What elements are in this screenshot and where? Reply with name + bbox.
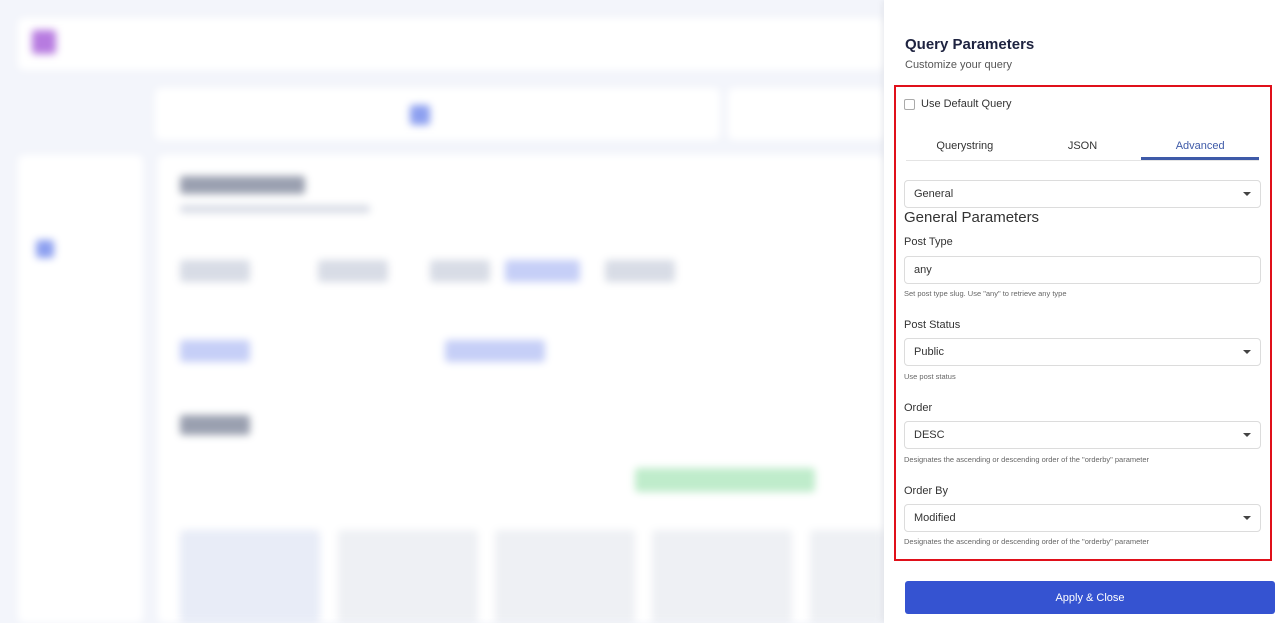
caret-down-icon: [1243, 433, 1251, 437]
caret-down-icon: [1243, 516, 1251, 520]
panel-title: Query Parameters: [905, 36, 1035, 53]
order-by-select[interactable]: Modified: [904, 504, 1261, 532]
order-label: Order: [904, 402, 933, 414]
tab-json[interactable]: JSON: [1067, 140, 1098, 152]
order-by-label: Order By: [904, 485, 949, 497]
order-select[interactable]: DESC: [904, 421, 1261, 449]
panel-subtitle: Customize your query: [905, 59, 1012, 71]
post-status-select[interactable]: Public: [904, 338, 1261, 366]
apply-close-button[interactable]: Apply & Close: [905, 581, 1275, 614]
highlight-frame: [894, 85, 1272, 561]
order-help: Designates the ascending or descending o…: [904, 455, 1150, 464]
post-status-label: Post Status: [904, 319, 961, 331]
query-tabs: Querystring JSON Advanced: [906, 133, 1260, 161]
tab-querystring[interactable]: Querystring: [936, 140, 994, 152]
query-parameters-panel: Query Parameters Customize your query Us…: [884, 0, 1280, 623]
order-by-help: Designates the ascending or descending o…: [904, 537, 1150, 546]
caret-down-icon: [1243, 350, 1251, 354]
blurred-background: [18, 18, 884, 623]
section-select[interactable]: General: [904, 180, 1261, 208]
checkbox-icon[interactable]: [904, 98, 915, 110]
post-type-input[interactable]: any: [904, 256, 1261, 284]
section-heading: General Parameters: [904, 209, 1040, 226]
post-type-help: Set post type slug. Use "any" to retriev…: [904, 289, 1067, 298]
caret-down-icon: [1243, 192, 1251, 196]
post-type-label: Post Type: [904, 236, 953, 248]
post-status-help: Use post status: [904, 372, 956, 381]
use-default-query-checkbox[interactable]: Use Default Query: [904, 98, 1011, 110]
tab-advanced[interactable]: Advanced: [1141, 133, 1260, 160]
